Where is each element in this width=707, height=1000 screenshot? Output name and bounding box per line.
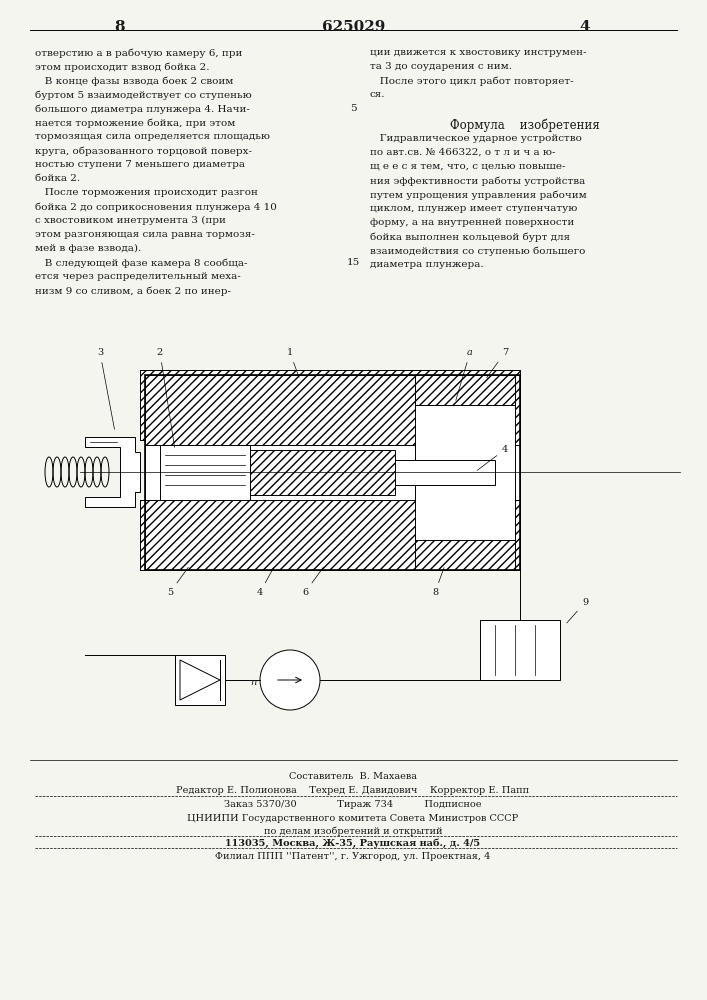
Bar [175, 655, 225, 705]
Text: путем упрощения управления рабочим: путем упрощения управления рабочим [370, 190, 587, 200]
Text: бойка выполнен кольцевой бурт для: бойка выполнен кольцевой бурт для [370, 232, 570, 241]
Text: ностью ступени 7 меньшего диаметра: ностью ступени 7 меньшего диаметра [35, 160, 245, 169]
Bar [140, 370, 520, 440]
Text: 5: 5 [167, 567, 188, 597]
Text: 9: 9 [567, 598, 588, 623]
Text: Редактор Е. Полионова    Техред Е. Давидович    Корректор Е. Папп: Редактор Е. Полионова Техред Е. Давидови… [177, 786, 530, 795]
Text: по делам изобретений и открытий: по делам изобретений и открытий [264, 826, 443, 836]
Text: После этого цикл работ повторяет-: После этого цикл работ повторяет- [370, 76, 573, 86]
Text: 113035, Москва, Ж-35, Раушская наб., д. 4/5: 113035, Москва, Ж-35, Раушская наб., д. … [226, 838, 481, 848]
Text: ния эффективности работы устройства: ния эффективности работы устройства [370, 176, 585, 186]
Bar [140, 500, 520, 570]
Text: диаметра плунжера.: диаметра плунжера. [370, 260, 484, 269]
Bar [145, 500, 520, 570]
Bar [145, 375, 520, 570]
Text: низм 9 со сливом, а боек 2 по инер-: низм 9 со сливом, а боек 2 по инер- [35, 286, 231, 296]
Text: 15: 15 [346, 258, 360, 267]
Text: по авт.св. № 466322, о т л и ч а ю-: по авт.св. № 466322, о т л и ч а ю- [370, 148, 556, 157]
Text: циклом, плунжер имеет ступенчатую: циклом, плунжер имеет ступенчатую [370, 204, 578, 213]
Bar [415, 405, 515, 540]
Text: буртом 5 взаимодействует со ступенью: буртом 5 взаимодействует со ступенью [35, 90, 252, 100]
Text: мей в фазе взвода).: мей в фазе взвода). [35, 244, 141, 253]
Circle shape [260, 650, 320, 710]
Bar [160, 445, 250, 500]
Text: бойка 2 до соприкосновения плунжера 4 10: бойка 2 до соприкосновения плунжера 4 10 [35, 202, 277, 212]
Text: щ е е с я тем, что, с целью повыше-: щ е е с я тем, что, с целью повыше- [370, 162, 566, 171]
Bar [415, 375, 515, 405]
Bar [140, 500, 520, 570]
Bar [395, 460, 495, 485]
Text: нается торможение бойка, при этом: нается торможение бойка, при этом [35, 118, 235, 127]
Text: Составитель  В. Махаева: Составитель В. Махаева [289, 772, 417, 781]
Text: Формула    изобретения: Формула изобретения [450, 118, 600, 131]
Text: этом разгоняющая сила равна тормозя-: этом разгоняющая сила равна тормозя- [35, 230, 255, 239]
Text: тормозящая сила определяется площадью: тормозящая сила определяется площадью [35, 132, 270, 141]
Text: отверстию а в рабочую камеру 6, при: отверстию а в рабочую камеру 6, при [35, 48, 243, 57]
Text: 3: 3 [97, 348, 115, 429]
Text: 4: 4 [580, 20, 590, 34]
Bar [145, 375, 520, 445]
Text: Заказ 5370/30             Тираж 734          Подписное: Заказ 5370/30 Тираж 734 Подписное [224, 800, 481, 809]
Text: ции движется к хвостовику инструмен-: ции движется к хвостовику инструмен- [370, 48, 587, 57]
Polygon shape [85, 437, 140, 507]
Text: 7: 7 [486, 348, 508, 378]
Text: В конце фазы взвода боек 2 своим: В конце фазы взвода боек 2 своим [35, 76, 233, 86]
Text: ется через распределительный меха-: ется через распределительный меха- [35, 272, 241, 281]
Text: 1: 1 [287, 348, 299, 377]
Text: ЦНИИПИ Государственного комитета Совета Министров СССР: ЦНИИПИ Государственного комитета Совета … [187, 814, 519, 823]
Text: этом происходит взвод бойка 2.: этом происходит взвод бойка 2. [35, 62, 209, 72]
Text: n: n [250, 678, 256, 687]
Text: форму, а на внутренней поверхности: форму, а на внутренней поверхности [370, 218, 574, 227]
Text: 4: 4 [257, 567, 274, 597]
Text: a: a [456, 348, 473, 400]
Text: Гидравлическое ударное устройство: Гидравлическое ударное устройство [370, 134, 582, 143]
Bar [145, 445, 520, 500]
Text: 5: 5 [350, 104, 356, 113]
Text: 625029: 625029 [322, 20, 385, 34]
Bar [160, 440, 500, 500]
Text: 8: 8 [432, 568, 444, 597]
Text: Филиал ППП ''Патент'', г. Ужгород, ул. Проектная, 4: Филиал ППП ''Патент'', г. Ужгород, ул. П… [216, 852, 491, 861]
Text: В следующей фазе камера 8 сообща-: В следующей фазе камера 8 сообща- [35, 258, 247, 267]
Text: круга, образованного торцовой поверх-: круга, образованного торцовой поверх- [35, 146, 252, 155]
Text: с хвостовиком инетрумента 3 (при: с хвостовиком инетрумента 3 (при [35, 216, 226, 225]
Text: 4: 4 [477, 445, 508, 470]
Bar [245, 450, 395, 495]
Bar [480, 620, 560, 680]
Text: 6: 6 [302, 567, 323, 597]
Bar [415, 540, 515, 570]
Text: После торможения происходит разгон: После торможения происходит разгон [35, 188, 258, 197]
Text: та 3 до соударения с ним.: та 3 до соударения с ним. [370, 62, 512, 71]
Text: 8: 8 [115, 20, 125, 34]
Text: большого диаметра плунжера 4. Начи-: большого диаметра плунжера 4. Начи- [35, 104, 250, 113]
Text: ся.: ся. [370, 90, 385, 99]
Bar [140, 370, 520, 440]
Text: 2: 2 [157, 348, 175, 447]
Text: взаимодействия со ступенью большего: взаимодействия со ступенью большего [370, 246, 585, 255]
Text: бойка 2.: бойка 2. [35, 174, 80, 183]
